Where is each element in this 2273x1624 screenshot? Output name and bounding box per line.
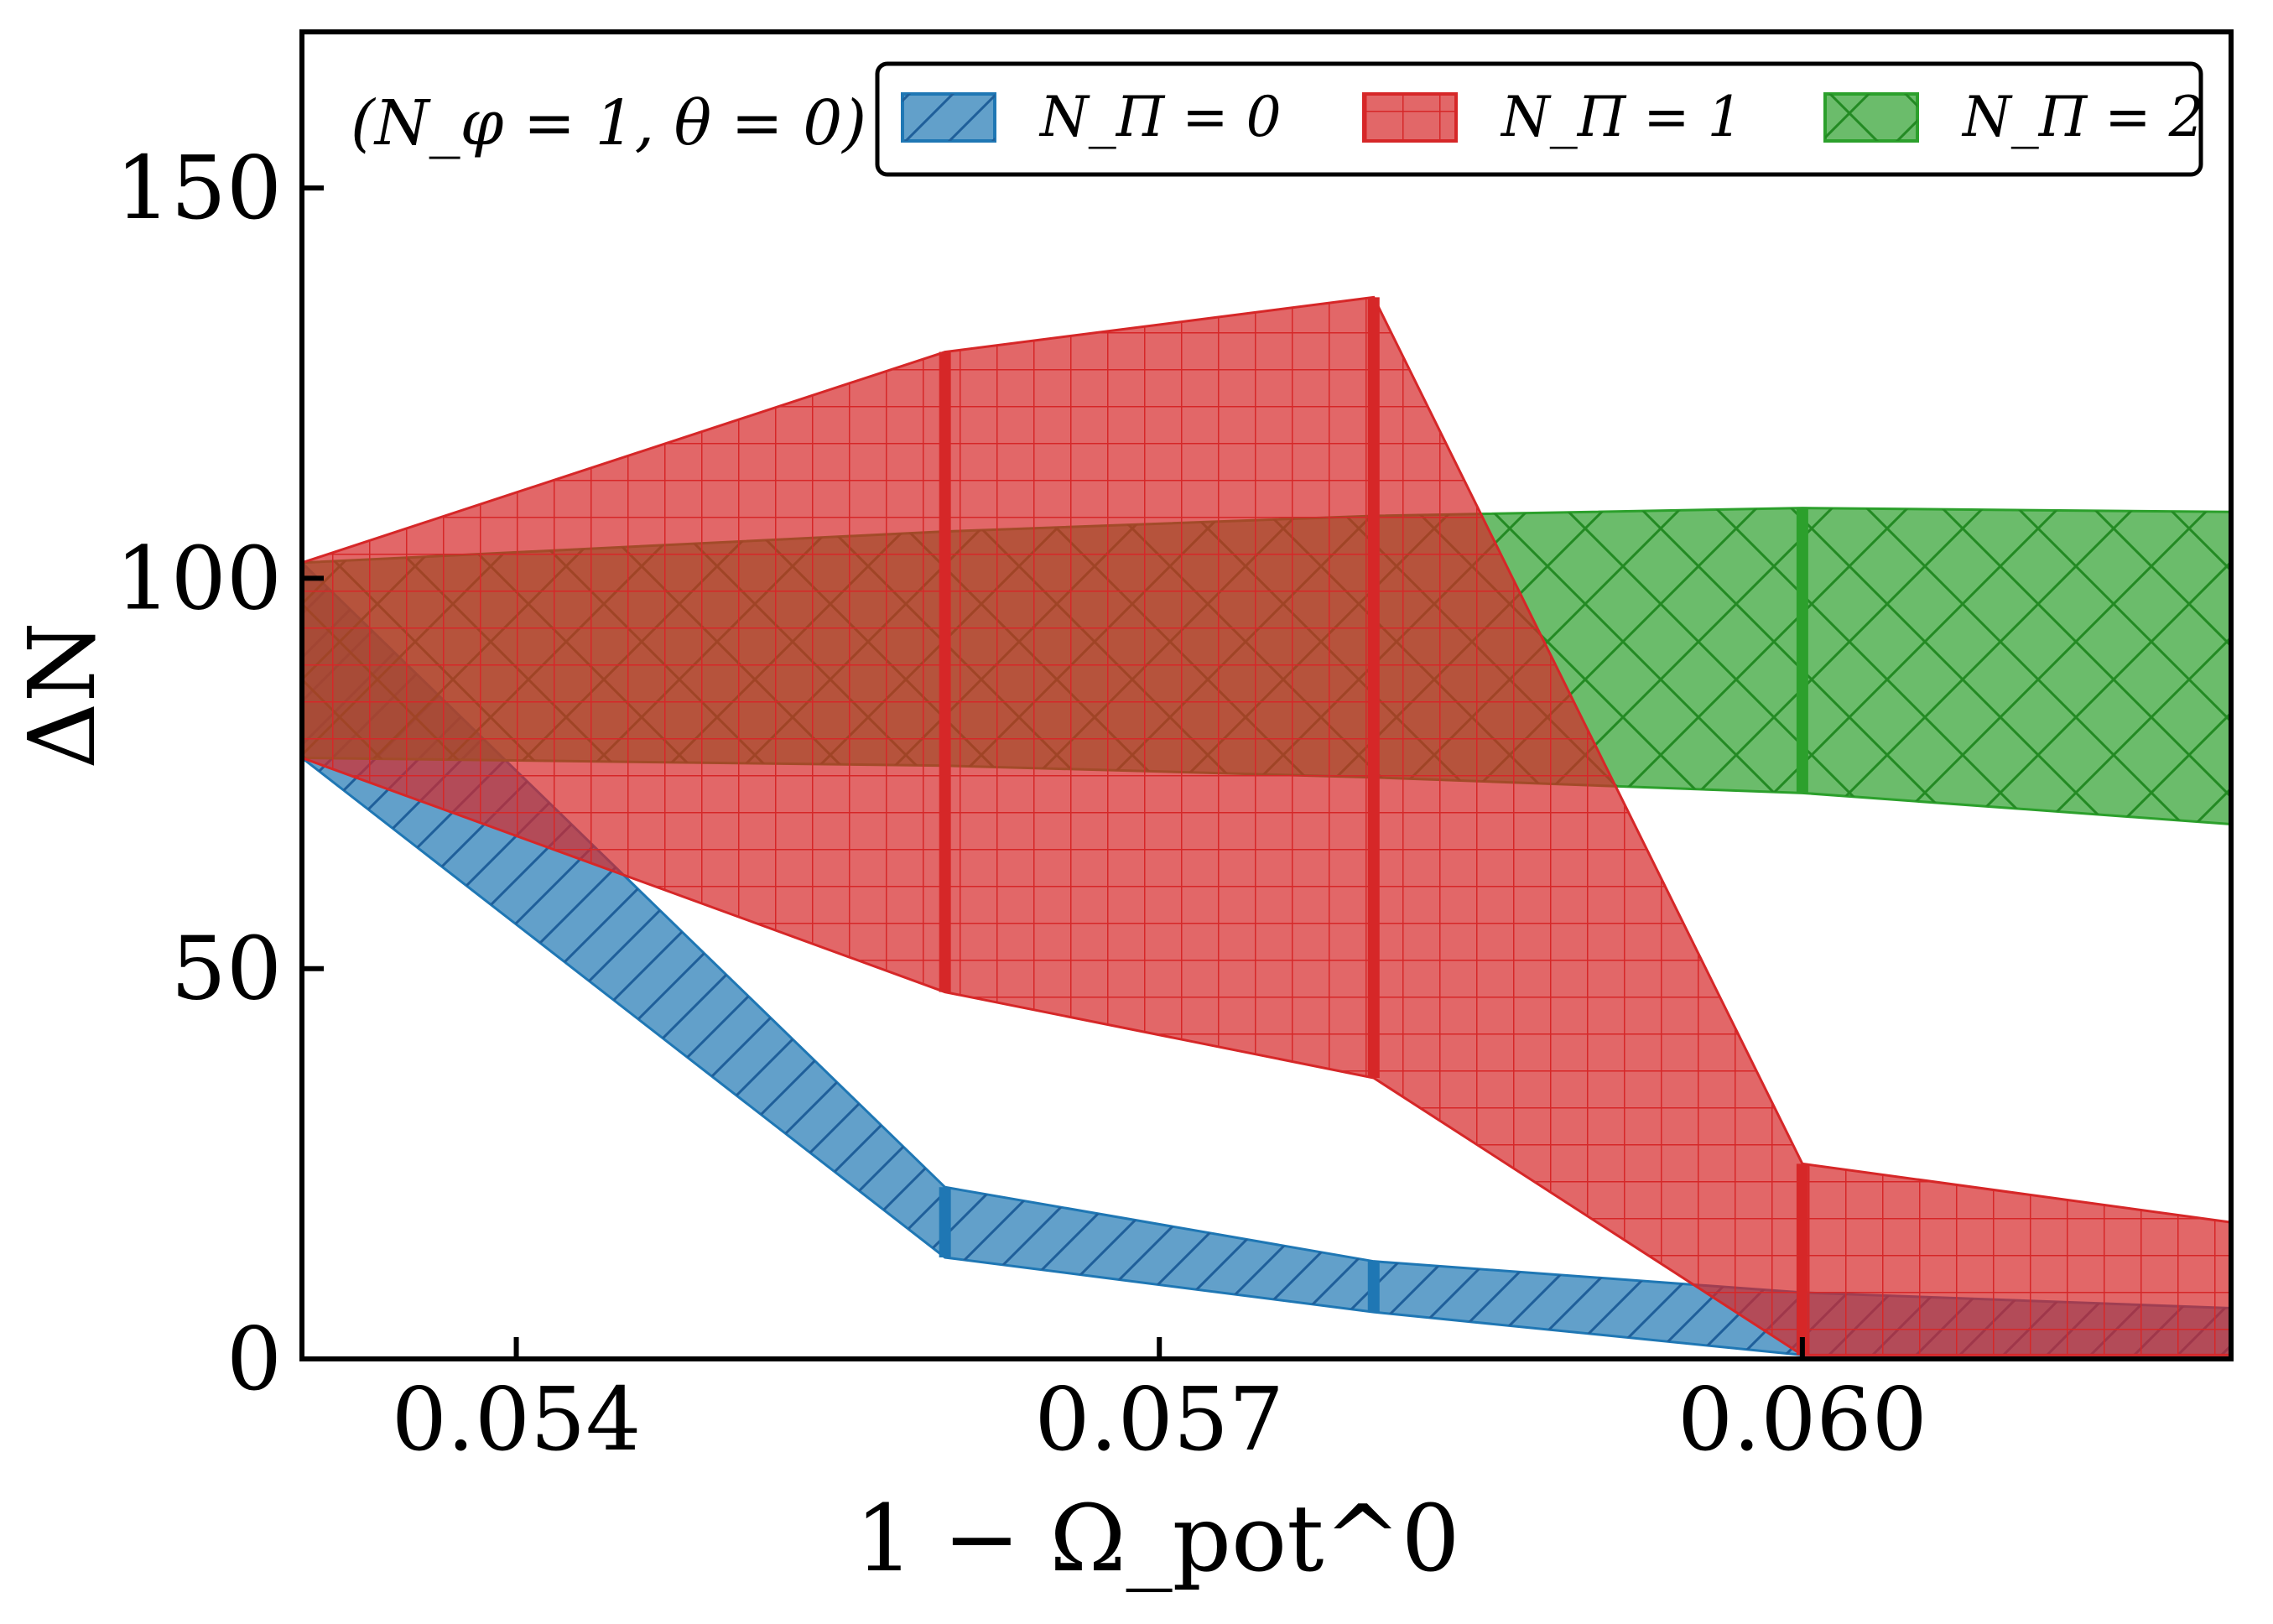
legend-label-n1: N_Π = 1 bbox=[1500, 85, 1743, 149]
error-bars-layer bbox=[939, 297, 1808, 1356]
bands-layer bbox=[302, 295, 2231, 1356]
y-tick-label-0: 0 bbox=[226, 1308, 282, 1410]
x-tick-label-0: 0.054 bbox=[392, 1368, 642, 1470]
x-axis-label: 1 − Ω_pot^0 bbox=[855, 1485, 1459, 1592]
y-tick-label-2: 100 bbox=[115, 527, 282, 629]
y-tick-label-1: 50 bbox=[171, 918, 282, 1020]
x-tick-label-1: 0.057 bbox=[1034, 1368, 1284, 1470]
legend-label-n0: N_Π = 0 bbox=[1038, 85, 1282, 149]
legend-item-n1: N_Π = 1 bbox=[1362, 85, 1743, 149]
x-tick-label-2: 0.060 bbox=[1677, 1368, 1927, 1470]
annotation-text: (N_φ = 1, θ = 0) bbox=[351, 87, 866, 159]
legend-swatch-n0-hatch bbox=[902, 94, 995, 141]
band-hatch-n0 bbox=[302, 562, 2231, 1356]
plot-frame bbox=[299, 29, 2234, 1361]
legend: N_Π = 0 N_Π = 1 N_Π = 2 bbox=[875, 61, 2204, 177]
x-axis: 0.054 0.057 0.060 bbox=[392, 1337, 1927, 1470]
legend-box bbox=[875, 61, 2203, 177]
legend-swatch-n1-hatch bbox=[1364, 94, 1456, 141]
x-axis-label-text: 1 − Ω_pot^0 bbox=[855, 1485, 1459, 1592]
band-hatch-n1 bbox=[302, 297, 2231, 1356]
legend-label-n2: N_Π = 2 bbox=[1961, 85, 2204, 149]
legend-item-n2: N_Π = 2 bbox=[1823, 85, 2204, 149]
y-axis-label: ΔN bbox=[8, 622, 116, 769]
y-tick-label-3: 150 bbox=[115, 137, 282, 239]
legend-swatch-n2-hatch bbox=[1825, 94, 1917, 141]
legend-item-n0: N_Π = 0 bbox=[901, 85, 1282, 149]
y-axis: 0 50 100 150 bbox=[115, 137, 324, 1410]
